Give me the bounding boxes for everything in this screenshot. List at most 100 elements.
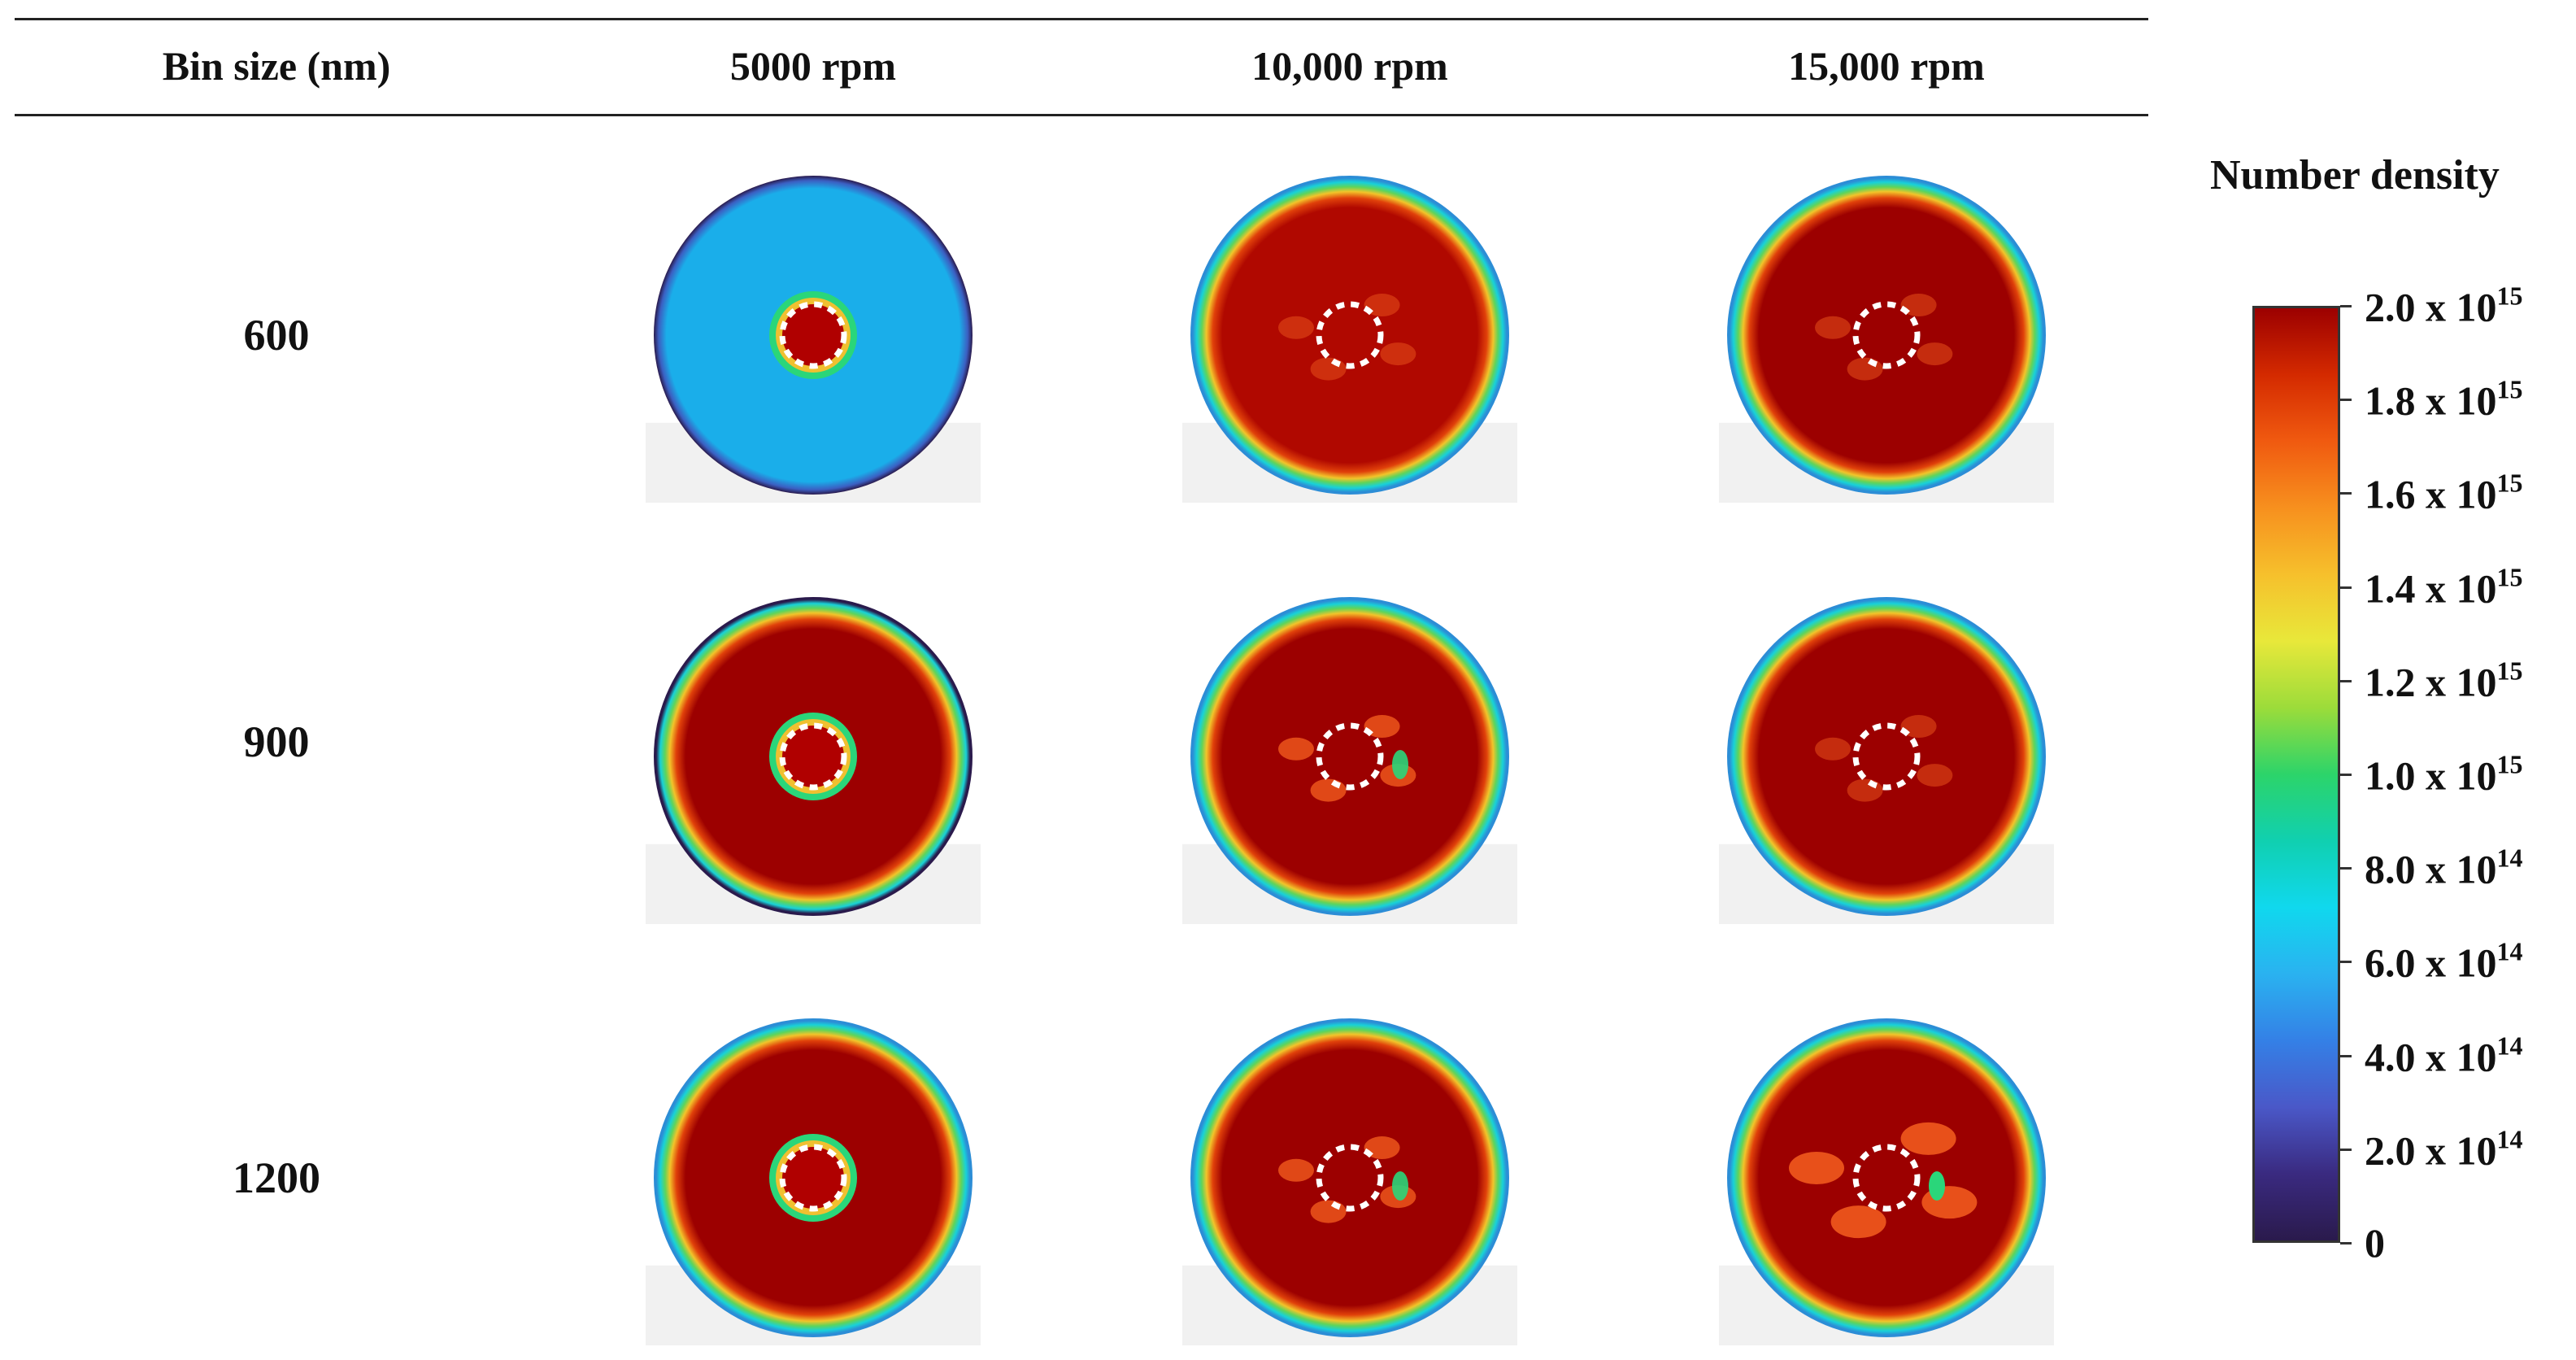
contour-disk xyxy=(646,1018,981,1345)
table-top-rule xyxy=(15,18,2148,20)
density-blob xyxy=(1929,1171,1945,1201)
header-10000-rpm: 10,000 rpm xyxy=(1251,43,1448,89)
colorbar-label: 1.6 x 1015 xyxy=(2365,469,2523,518)
colorbar-tick xyxy=(2340,961,2352,964)
density-blob xyxy=(1847,357,1883,381)
colorbar-label-mantissa: 1.0 x 10 xyxy=(2365,752,2497,799)
contour-disk xyxy=(1719,176,2054,503)
impeller-outline xyxy=(779,722,847,791)
contour-disk xyxy=(1182,1018,1517,1345)
colorbar-label-mantissa: 2.0 x 10 xyxy=(2365,1127,2497,1174)
density-blob xyxy=(1310,778,1347,802)
colorbar-tick xyxy=(2340,492,2352,495)
contour-plot-cell xyxy=(1719,168,2054,503)
colorbar-label-exponent: 15 xyxy=(2496,468,2523,498)
colorbar-tick xyxy=(2340,586,2352,589)
colorbar-label-exponent: 15 xyxy=(2496,281,2523,311)
impeller-outline xyxy=(1316,301,1384,369)
header-15000-rpm: 15,000 rpm xyxy=(1788,43,1985,89)
density-blob xyxy=(1917,342,1953,366)
colorbar-label: 6.0 x 1014 xyxy=(2365,937,2523,987)
colorbar-tick xyxy=(2340,1148,2352,1151)
colorbar-tick xyxy=(2340,867,2352,870)
table-header-rule xyxy=(15,114,2148,116)
row-label-1200: 1200 xyxy=(233,1153,320,1202)
contour-disk xyxy=(1182,176,1517,503)
colorbar-label: 0 xyxy=(2365,1219,2385,1266)
colorbar-label: 1.8 x 1015 xyxy=(2365,375,2523,425)
colorbar-gradient xyxy=(2252,306,2340,1243)
colorbar-label-mantissa: 4.0 x 10 xyxy=(2365,1034,2497,1080)
density-disk xyxy=(1190,597,1509,916)
contour-plot-cell xyxy=(1182,168,1517,503)
colorbar-label-exponent: 15 xyxy=(2496,562,2523,592)
density-blob xyxy=(1380,342,1416,366)
density-blob xyxy=(1917,764,1953,787)
contour-plot-cell xyxy=(1182,589,1517,924)
colorbar-label-mantissa: 1.8 x 10 xyxy=(2365,377,2497,424)
density-disk xyxy=(1190,176,1509,495)
density-blob xyxy=(1392,750,1408,779)
density-blob xyxy=(1830,1205,1886,1239)
colorbar-title: Number density xyxy=(2210,152,2500,198)
colorbar-label-exponent: 15 xyxy=(2496,749,2523,779)
colorbar-tick xyxy=(2340,1242,2352,1244)
row-label-900: 900 xyxy=(243,717,310,766)
colorbar-label-exponent: 15 xyxy=(2496,656,2523,686)
colorbar-label: 2.0 x 1014 xyxy=(2365,1124,2523,1174)
contour-disk xyxy=(1719,1018,2054,1345)
colorbar-label-exponent: 14 xyxy=(2496,1124,2523,1154)
colorbar-tick xyxy=(2340,679,2352,682)
density-blob xyxy=(1815,316,1851,339)
density-blob xyxy=(1847,778,1883,802)
header-5000-rpm: 5000 rpm xyxy=(729,43,897,89)
density-disk xyxy=(1727,597,2046,916)
contour-disk xyxy=(1719,597,2054,924)
density-blob xyxy=(1789,1151,1844,1184)
colorbar-label: 2.0 x 1015 xyxy=(2365,281,2523,331)
colorbar-label-mantissa: 1.6 x 10 xyxy=(2365,471,2497,517)
contour-disk xyxy=(646,597,981,924)
colorbar-label: 1.0 x 1015 xyxy=(2365,750,2523,800)
colorbar-label-mantissa: 0 xyxy=(2365,1220,2385,1266)
contour-plot-cell xyxy=(1182,1010,1517,1345)
row-label-600: 600 xyxy=(243,311,310,360)
impeller-outline xyxy=(1852,722,1921,791)
density-blob xyxy=(1392,1171,1408,1201)
colorbar-tick xyxy=(2340,399,2352,402)
colorbar-tick xyxy=(2340,305,2352,307)
contour-plot-cell xyxy=(646,1010,981,1345)
density-blob xyxy=(1278,1158,1314,1182)
density-blob xyxy=(1310,1200,1347,1223)
density-disk xyxy=(1727,1018,2046,1337)
colorbar-label-mantissa: 8.0 x 10 xyxy=(2365,846,2497,892)
impeller-outline xyxy=(1852,1144,1921,1212)
colorbar-label-mantissa: 6.0 x 10 xyxy=(2365,939,2497,986)
colorbar-label-mantissa: 1.4 x 10 xyxy=(2365,565,2497,612)
contour-plot-cell xyxy=(646,589,981,924)
contour-plot-cell xyxy=(1719,1010,2054,1345)
impeller-outline xyxy=(1316,722,1384,791)
colorbar-label: 8.0 x 1014 xyxy=(2365,843,2523,893)
colorbar-label-mantissa: 2.0 x 10 xyxy=(2365,284,2497,330)
colorbar-label-exponent: 15 xyxy=(2496,374,2523,404)
contour-disk xyxy=(646,176,981,503)
impeller-outline xyxy=(779,1144,847,1212)
density-blob xyxy=(1278,737,1314,761)
density-blob xyxy=(1900,1122,1956,1155)
density-blob xyxy=(1815,737,1851,761)
density-blob xyxy=(1310,357,1347,381)
colorbar-tick xyxy=(2340,774,2352,776)
impeller-outline xyxy=(1852,301,1921,369)
density-blob xyxy=(1278,316,1314,339)
impeller-outline xyxy=(1316,1144,1384,1212)
density-disk xyxy=(1190,1018,1509,1337)
colorbar-label: 1.2 x 1015 xyxy=(2365,656,2523,705)
header-bin-size: Bin size (nm) xyxy=(162,43,391,89)
impeller-outline xyxy=(779,301,847,369)
colorbar-tick xyxy=(2340,1054,2352,1057)
colorbar-label-mantissa: 1.2 x 10 xyxy=(2365,659,2497,705)
contour-plot-cell xyxy=(1719,589,2054,924)
contour-plot-cell xyxy=(646,168,981,503)
colorbar-label-exponent: 14 xyxy=(2496,936,2523,966)
